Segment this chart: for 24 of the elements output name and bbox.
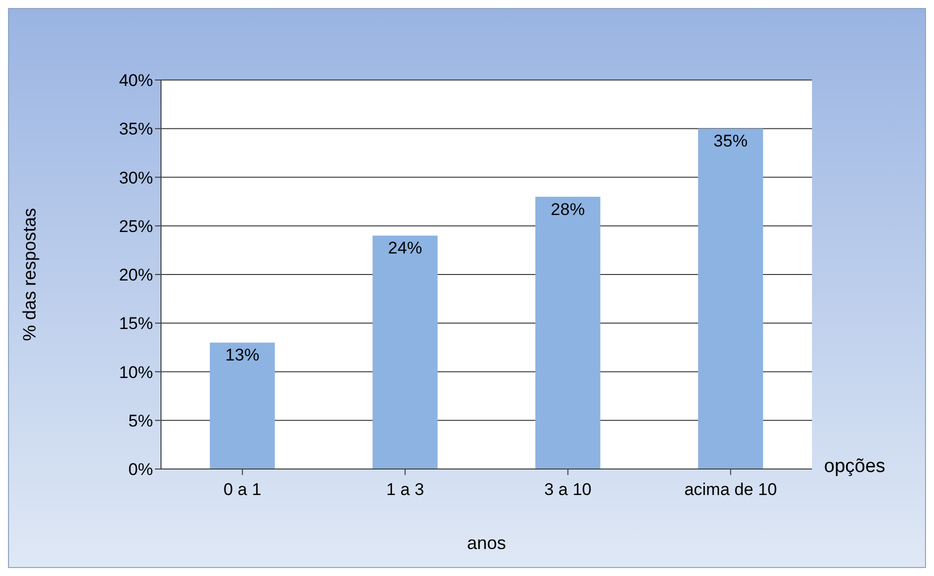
x-axis-title: anos [466,533,506,553]
data-label: 28% [550,200,585,219]
y-tick-label: 30% [118,168,153,188]
data-label: 24% [388,238,422,258]
bar [535,196,600,469]
y-tick-label: 0% [128,460,153,480]
bar [210,342,275,469]
bar [698,128,764,469]
y-tick-label: 35% [118,120,153,139]
x-tick-label: 3 a 10 [544,480,592,500]
y-tick-label: 10% [118,362,153,382]
data-label: 13% [225,346,260,365]
y-tick-label: 5% [128,411,153,430]
text: opções [824,456,886,478]
y-axis-title: % das respostas [19,208,40,342]
x-tick-label: 1 a 3 [386,480,424,500]
x-tick-label: acima de 10 [684,480,777,500]
y-tick-label: 25% [118,216,153,236]
bar [372,236,438,469]
y-tick-label: 15% [118,314,153,334]
y-tick-label: 20% [118,266,153,285]
y-tick-label: 40% [118,71,153,90]
x-tick-label: 0 a 1 [223,480,262,500]
data-label: 35% [714,132,748,151]
